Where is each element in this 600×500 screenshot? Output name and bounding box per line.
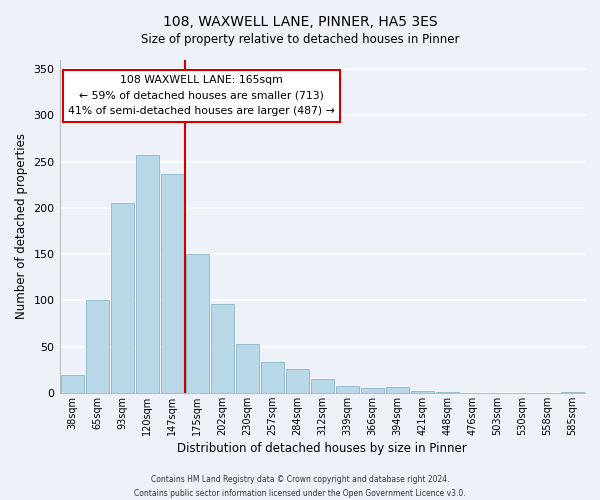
Y-axis label: Number of detached properties: Number of detached properties — [15, 134, 28, 320]
Text: Size of property relative to detached houses in Pinner: Size of property relative to detached ho… — [141, 32, 459, 46]
Bar — [311, 379, 334, 393]
X-axis label: Distribution of detached houses by size in Pinner: Distribution of detached houses by size … — [178, 442, 467, 455]
Bar — [386, 387, 409, 393]
Bar — [61, 375, 83, 393]
Bar — [286, 368, 309, 393]
Bar — [561, 392, 584, 393]
Bar — [161, 174, 184, 393]
Text: Contains HM Land Registry data © Crown copyright and database right 2024.
Contai: Contains HM Land Registry data © Crown c… — [134, 476, 466, 498]
Text: 108, WAXWELL LANE, PINNER, HA5 3ES: 108, WAXWELL LANE, PINNER, HA5 3ES — [163, 15, 437, 29]
Bar — [236, 344, 259, 393]
Bar — [86, 300, 109, 393]
Bar — [436, 392, 459, 393]
Text: 108 WAXWELL LANE: 165sqm
← 59% of detached houses are smaller (713)
41% of semi-: 108 WAXWELL LANE: 165sqm ← 59% of detach… — [68, 75, 335, 116]
Bar — [211, 304, 233, 393]
Bar — [110, 204, 134, 393]
Bar — [336, 386, 359, 393]
Bar — [261, 362, 284, 393]
Bar — [136, 155, 158, 393]
Bar — [411, 391, 434, 393]
Bar — [361, 388, 384, 393]
Bar — [185, 254, 209, 393]
